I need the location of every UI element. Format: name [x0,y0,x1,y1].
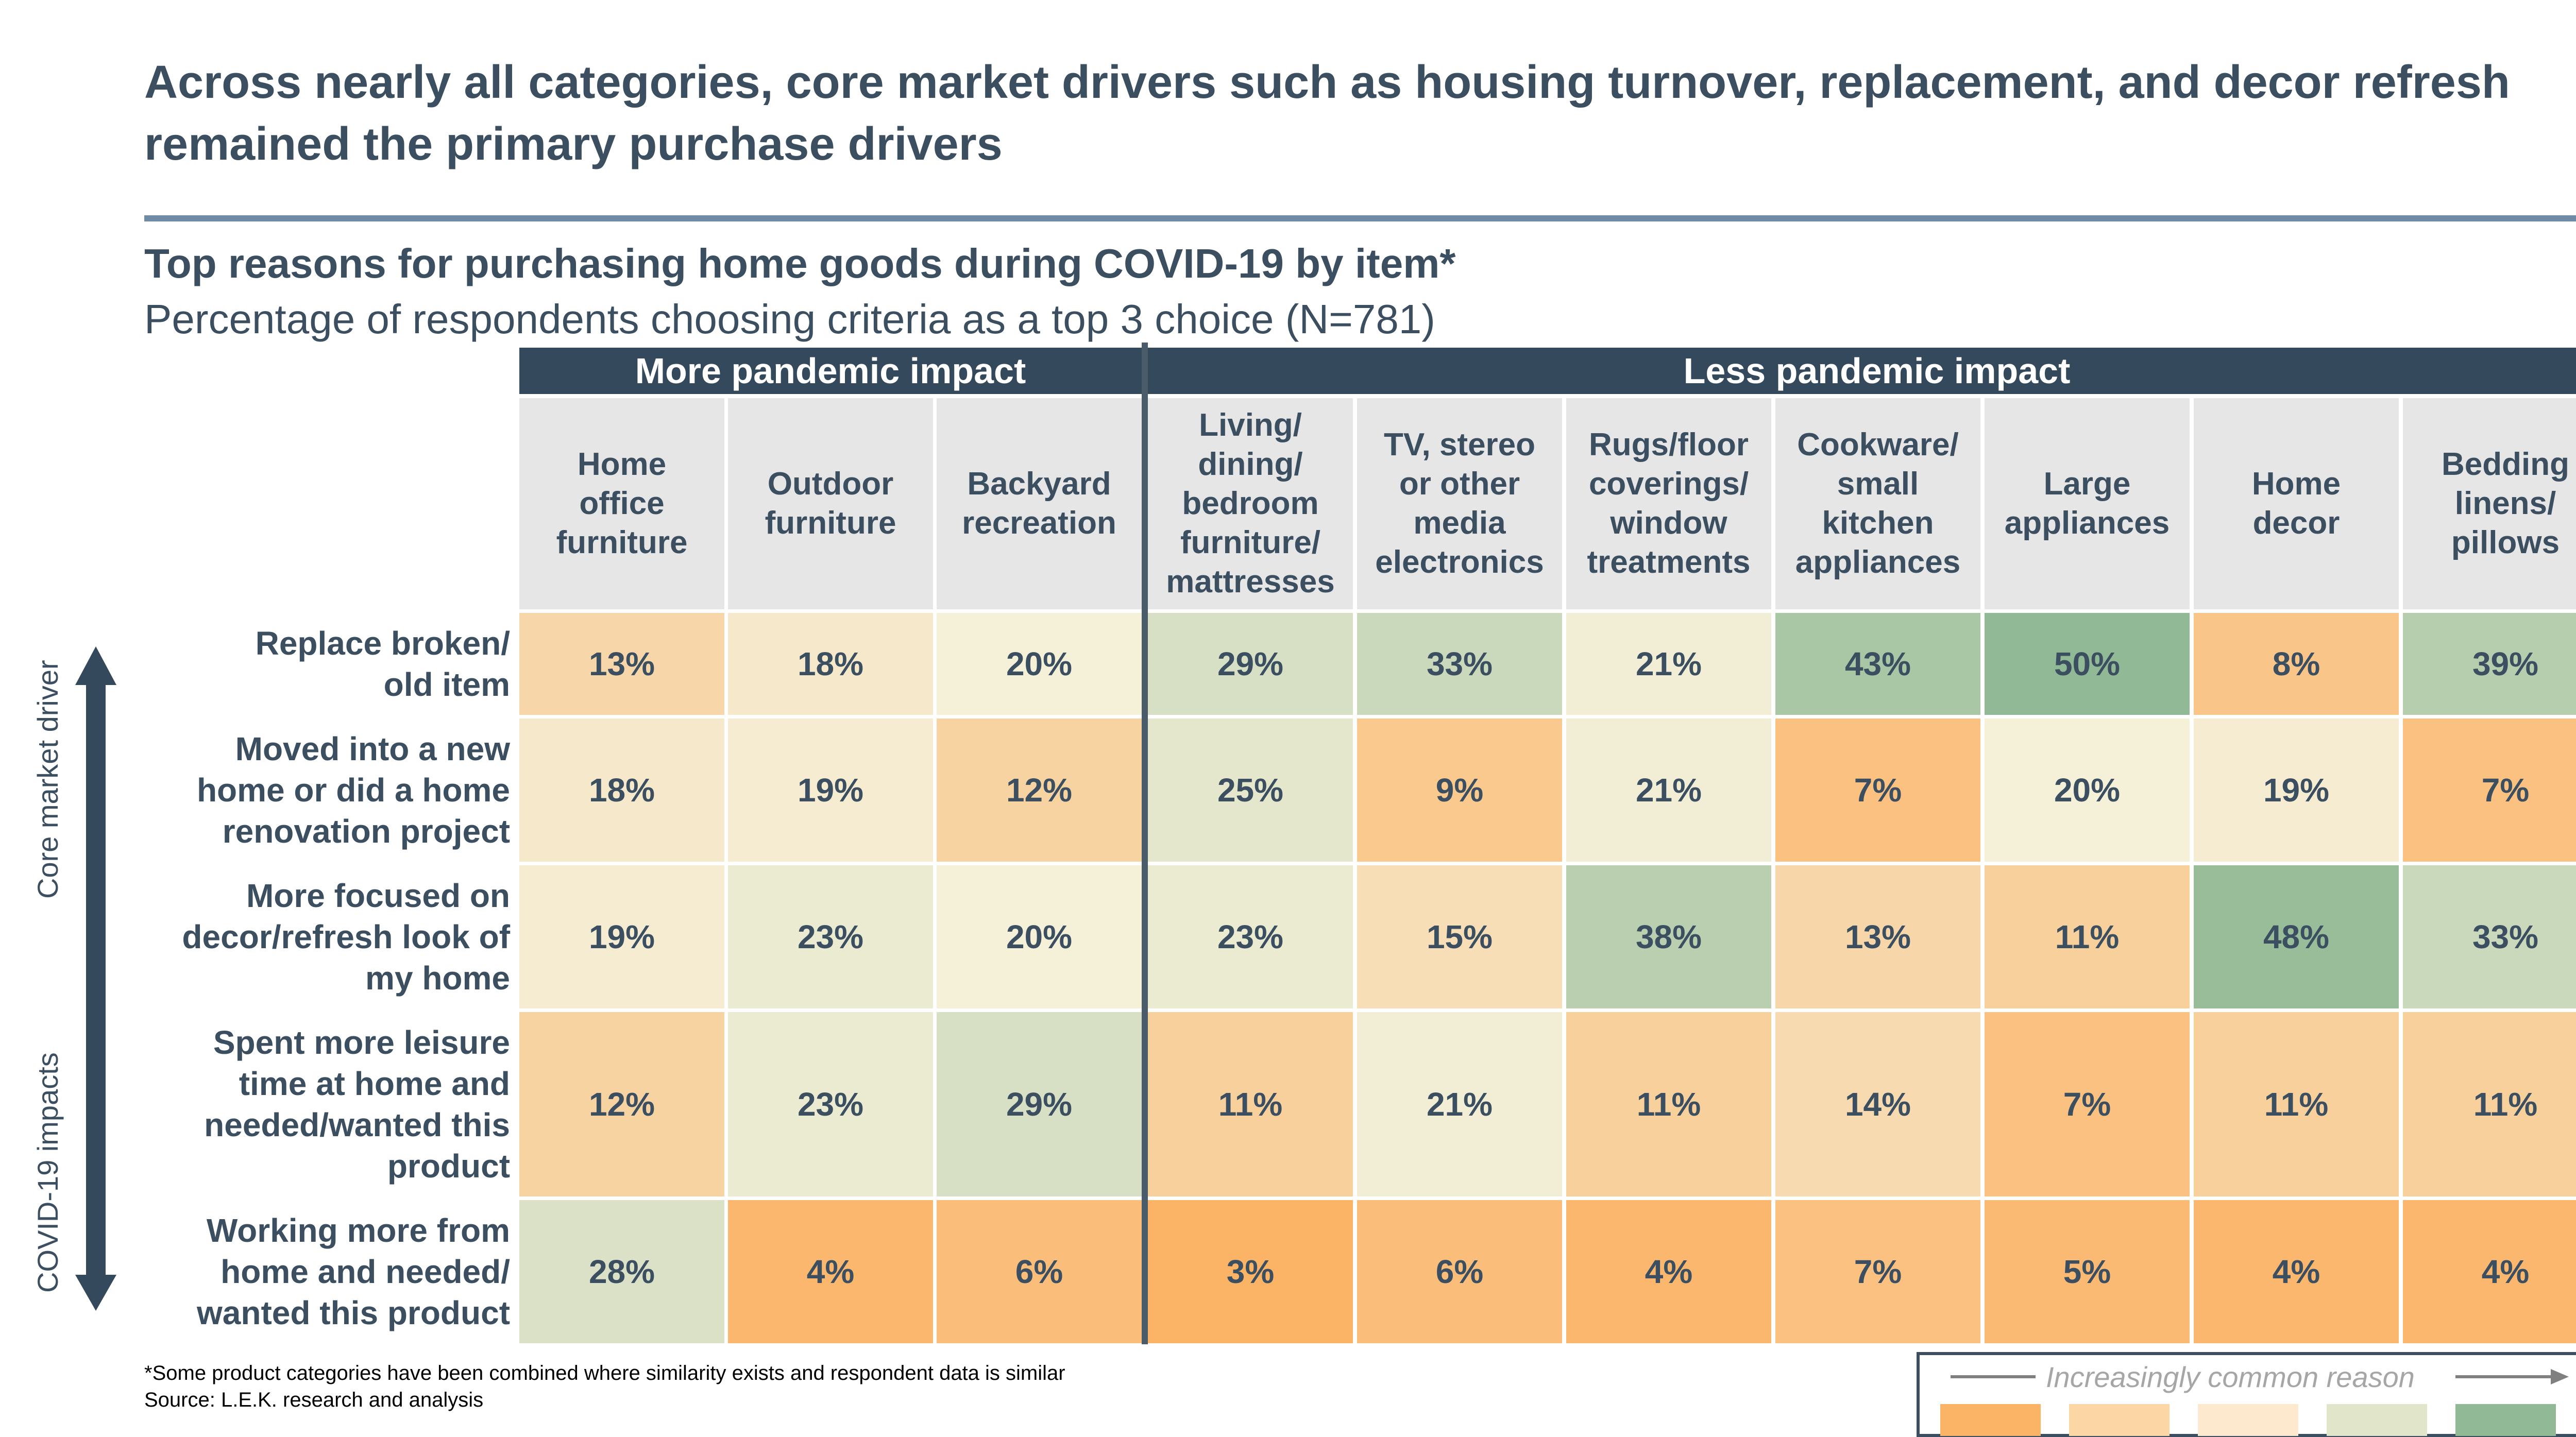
heatmap-cell: 33% [2403,865,2576,1008]
heatmap-cell: 21% [1566,718,1771,862]
heatmap-cell: 21% [1357,1012,1562,1196]
column-header: Outdoor furniture [728,398,933,609]
heatmap-cell: 12% [937,718,1142,862]
heatmap-cell: 11% [1148,1012,1353,1196]
heatmap-cell: 7% [1775,1200,1980,1343]
footnote-text: *Some product categories have been combi… [144,1362,1065,1384]
column-header: Rugs/floor coverings/ window treatments [1566,398,1771,609]
legend-arrow-head [2551,1369,2569,1384]
footnote: *Some product categories have been combi… [144,1360,1065,1413]
heatmap-cell: 33% [1357,613,1562,715]
heatmap-cell: 13% [519,613,724,715]
heatmap-cell: 25% [1148,718,1353,862]
heatmap-cell: 21% [1566,613,1771,715]
source-text: Source: L.E.K. research and analysis [144,1389,484,1411]
heatmap-cell: 18% [519,718,724,862]
heatmap-cell: 11% [1566,1012,1771,1196]
heatmap-cell: 38% [1566,865,1771,1008]
heatmap-cell: 18% [728,613,933,715]
heatmap-cell: 20% [1985,718,2190,862]
heatmap-cell: 6% [937,1200,1142,1343]
heatmap-cell: 29% [1148,613,1353,715]
heatmap-cell: 23% [728,865,933,1008]
heatmap-cell: 4% [2194,1200,2399,1343]
legend-swatch [2327,1404,2427,1436]
row-label: More focused on decor/refresh look of my… [182,877,510,997]
legend: Increasingly common reason [1917,1352,2576,1437]
title-rule [144,215,2576,221]
legend-swatch [2069,1404,2170,1436]
heatmap-cell: 48% [2194,865,2399,1008]
heatmap-cell: 3% [1148,1200,1353,1343]
heatmap-cell: 4% [1566,1200,1771,1343]
heatmap-cell: 4% [728,1200,933,1343]
legend-swatch [2198,1404,2298,1436]
heatmap-cell: 20% [937,613,1142,715]
heatmap-cell: 5% [1985,1200,2190,1343]
heatmap-cell: 6% [1357,1200,1562,1343]
column-header: Living/ dining/ bedroom furniture/ mattr… [1148,398,1353,609]
heatmap-cell: 12% [519,1012,724,1196]
heatmap-cell: 29% [937,1012,1142,1196]
column-header: Home office furniture [519,398,724,609]
side-arrow-shaft [86,685,106,1282]
group-header-more-impact: More pandemic impact [519,348,1142,394]
heatmap-cell: 19% [519,865,724,1008]
headline: Across nearly all categories, core marke… [144,57,2510,170]
chart-subtitle: Percentage of respondents choosing crite… [144,296,1435,342]
heatmap-cell: 7% [1775,718,1980,862]
column-header: Home decor [2194,398,2399,609]
heatmap-cell: 20% [937,865,1142,1008]
row-label: Replace broken/ old item [255,625,510,703]
heatmap-cell: 11% [1985,865,2190,1008]
heatmap-cell: 50% [1985,613,2190,715]
chart-title: Top reasons for purchasing home goods du… [144,241,1456,286]
heatmap-cell: 7% [1985,1012,2190,1196]
column-header: TV, stereo or other media electronics [1357,398,1562,609]
heatmap-cell: 13% [1775,865,1980,1008]
side-label-covid: COVID-19 impacts [31,1052,64,1293]
heatmap-cell: 11% [2194,1012,2399,1196]
heatmap-cell: 9% [1357,718,1562,862]
column-header: Backyard recreation [937,398,1142,609]
heatmap-cell: 23% [728,1012,933,1196]
heatmap-cell: 8% [2194,613,2399,715]
heatmap-cell: 14% [1775,1012,1980,1196]
row-label: Working more from home and needed/ wante… [197,1212,510,1331]
side-label-core: Core market driver [31,660,64,899]
column-header: Large appliances [1985,398,2190,609]
arrow-up-head [75,646,116,685]
row-label: Spent more leisure time at home and need… [204,1024,510,1185]
legend-swatch [1940,1404,2041,1436]
group-divider [1142,343,1148,1344]
heatmap-cell: 11% [2403,1012,2576,1196]
side-arrow-heads [75,646,116,1311]
legend-swatch [2455,1404,2556,1436]
legend-label: Increasingly common reason [2046,1361,2415,1393]
legend-arrow [1951,1369,2569,1384]
column-header: Cookware/ small kitchen appliances [1775,398,1980,609]
heatmap-cell: 7% [2403,718,2576,862]
heatmap-cell: 23% [1148,865,1353,1008]
column-header: Bedding linens/ pillows [2403,398,2576,609]
heatmap-cell: 43% [1775,613,1980,715]
group-header-less-impact: Less pandemic impact [1148,348,2576,394]
heatmap-cell: 28% [519,1200,724,1343]
heatmap-cell: 15% [1357,865,1562,1008]
row-label: Moved into a new home or did a home reno… [196,730,510,850]
heatmap-cell: 39% [2403,613,2576,715]
heatmap-cell: 19% [2194,718,2399,862]
heatmap-cell: 4% [2403,1200,2576,1343]
heatmap-cell: 19% [728,718,933,862]
arrow-down-head [75,1275,116,1311]
